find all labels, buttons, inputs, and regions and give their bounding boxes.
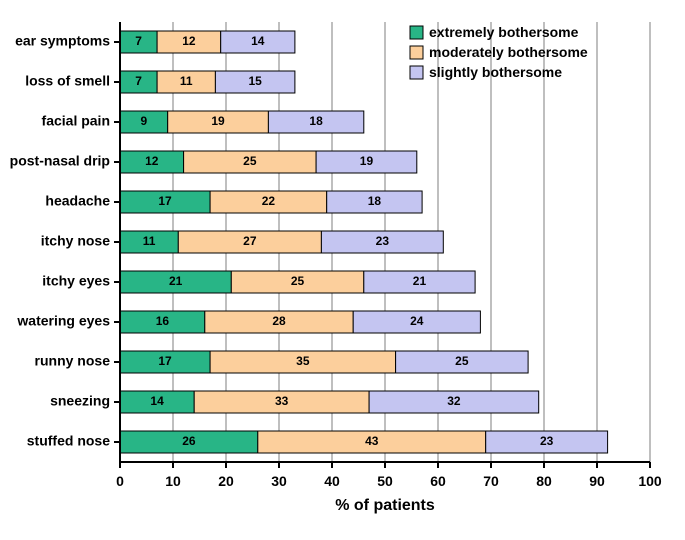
legend-swatch bbox=[410, 26, 423, 39]
legend-label: extremely bothersome bbox=[429, 24, 579, 40]
x-tick-label: 90 bbox=[589, 473, 605, 489]
bar-value-label: 14 bbox=[150, 394, 164, 408]
bar-value-label: 17 bbox=[158, 354, 172, 368]
y-tick-label: sneezing bbox=[50, 393, 110, 409]
bar-value-label: 23 bbox=[376, 234, 390, 248]
bar-value-label: 26 bbox=[182, 434, 196, 448]
bar-value-label: 21 bbox=[169, 274, 183, 288]
x-tick-label: 0 bbox=[116, 473, 124, 489]
y-tick-label: itchy eyes bbox=[42, 273, 110, 289]
x-tick-label: 50 bbox=[377, 473, 393, 489]
symptom-bother-chart: 0 10 20 30 40 50 60 70 80 90 100 7 12 14 ear symptoms 7… bbox=[0, 0, 685, 540]
x-tick-label: 40 bbox=[324, 473, 340, 489]
legend-swatch bbox=[410, 46, 423, 59]
bar-value-label: 17 bbox=[158, 194, 172, 208]
bar-value-label: 28 bbox=[272, 314, 286, 328]
y-tick-label: ear symptoms bbox=[15, 33, 110, 49]
bar-value-label: 19 bbox=[360, 154, 374, 168]
y-tick-label: watering eyes bbox=[16, 313, 110, 329]
legend-label: moderately bothersome bbox=[429, 44, 588, 60]
bar-value-label: 33 bbox=[275, 394, 289, 408]
y-tick-label: headache bbox=[45, 193, 110, 209]
bar-value-label: 25 bbox=[243, 154, 257, 168]
bar-value-label: 15 bbox=[248, 74, 262, 88]
bar-value-label: 22 bbox=[262, 194, 276, 208]
bar-value-label: 35 bbox=[296, 354, 310, 368]
x-tick-label: 80 bbox=[536, 473, 552, 489]
legend-label: slightly bothersome bbox=[429, 64, 562, 80]
bar-value-label: 7 bbox=[135, 34, 142, 48]
bar-value-label: 12 bbox=[145, 154, 159, 168]
x-tick-label: 100 bbox=[638, 473, 662, 489]
x-tick-label: 60 bbox=[430, 473, 446, 489]
bar-value-label: 32 bbox=[447, 394, 461, 408]
x-tick-label: 30 bbox=[271, 473, 287, 489]
y-tick-label: stuffed nose bbox=[27, 433, 110, 449]
bar-value-label: 21 bbox=[413, 274, 427, 288]
bar-value-label: 18 bbox=[368, 194, 382, 208]
bar-value-label: 43 bbox=[365, 434, 379, 448]
bar-value-label: 12 bbox=[182, 34, 196, 48]
bar-value-label: 24 bbox=[410, 314, 424, 328]
x-tick-label: 10 bbox=[165, 473, 181, 489]
bar-value-label: 11 bbox=[143, 234, 156, 248]
bar-value-label: 25 bbox=[455, 354, 469, 368]
bar-value-label: 19 bbox=[211, 114, 225, 128]
bar-value-label: 23 bbox=[540, 434, 554, 448]
bar-value-label: 14 bbox=[251, 34, 265, 48]
legend-swatch bbox=[410, 66, 423, 79]
x-tick-label: 70 bbox=[483, 473, 499, 489]
bar-value-label: 18 bbox=[309, 114, 323, 128]
y-tick-label: loss of smell bbox=[25, 73, 110, 89]
y-tick-label: itchy nose bbox=[41, 233, 110, 249]
bar-value-label: 7 bbox=[135, 74, 142, 88]
bar-value-label: 11 bbox=[180, 74, 193, 88]
y-tick-label: facial pain bbox=[42, 113, 110, 129]
y-tick-label: runny nose bbox=[35, 353, 111, 369]
bar-value-label: 16 bbox=[156, 314, 170, 328]
y-tick-label: post-nasal drip bbox=[10, 153, 110, 169]
x-tick-label: 20 bbox=[218, 473, 234, 489]
x-axis-label: % of patients bbox=[335, 497, 435, 514]
bar-value-label: 25 bbox=[291, 274, 305, 288]
bar-value-label: 27 bbox=[243, 234, 257, 248]
bar-value-label: 9 bbox=[141, 114, 148, 128]
